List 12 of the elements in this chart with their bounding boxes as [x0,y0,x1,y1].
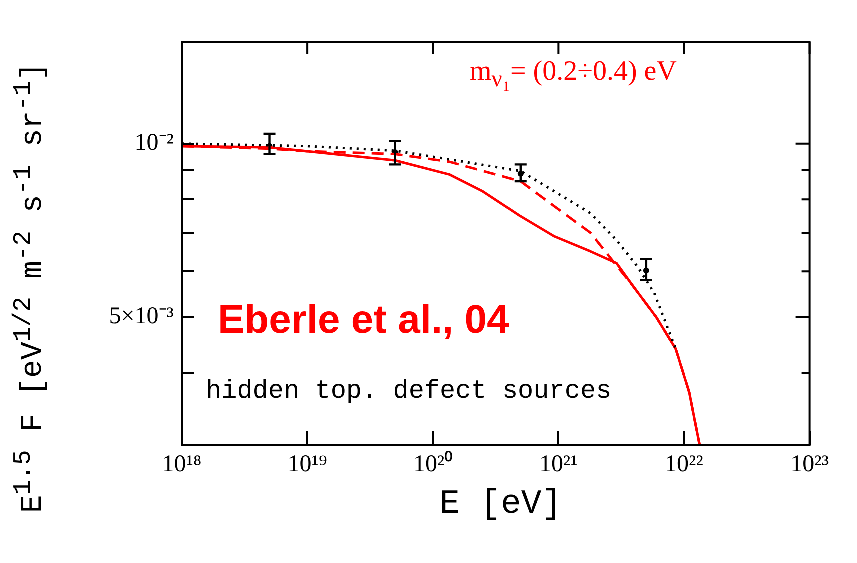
y-tick-label: 5×10⁻³ [109,304,174,330]
x-tick-label: 10¹⁸ [162,452,202,478]
annotation: m$_{ν₁}$= (0.2÷0.4) eV [470,56,677,94]
x-tick-label: 10²⁰ [414,450,453,478]
y-tick-label: 10⁻² [134,130,174,156]
x-tick-label: 10²¹ [539,452,578,478]
x-tick-label: 10²² [665,452,704,478]
annotation: hidden top. defect sources [206,376,612,406]
x-tick-label: 10²³ [790,452,829,478]
annotation: Eberle et al., 04 [218,298,510,343]
x-axis-title: E [eV] [438,486,564,524]
x-tick-label: 10¹⁹ [288,452,328,478]
